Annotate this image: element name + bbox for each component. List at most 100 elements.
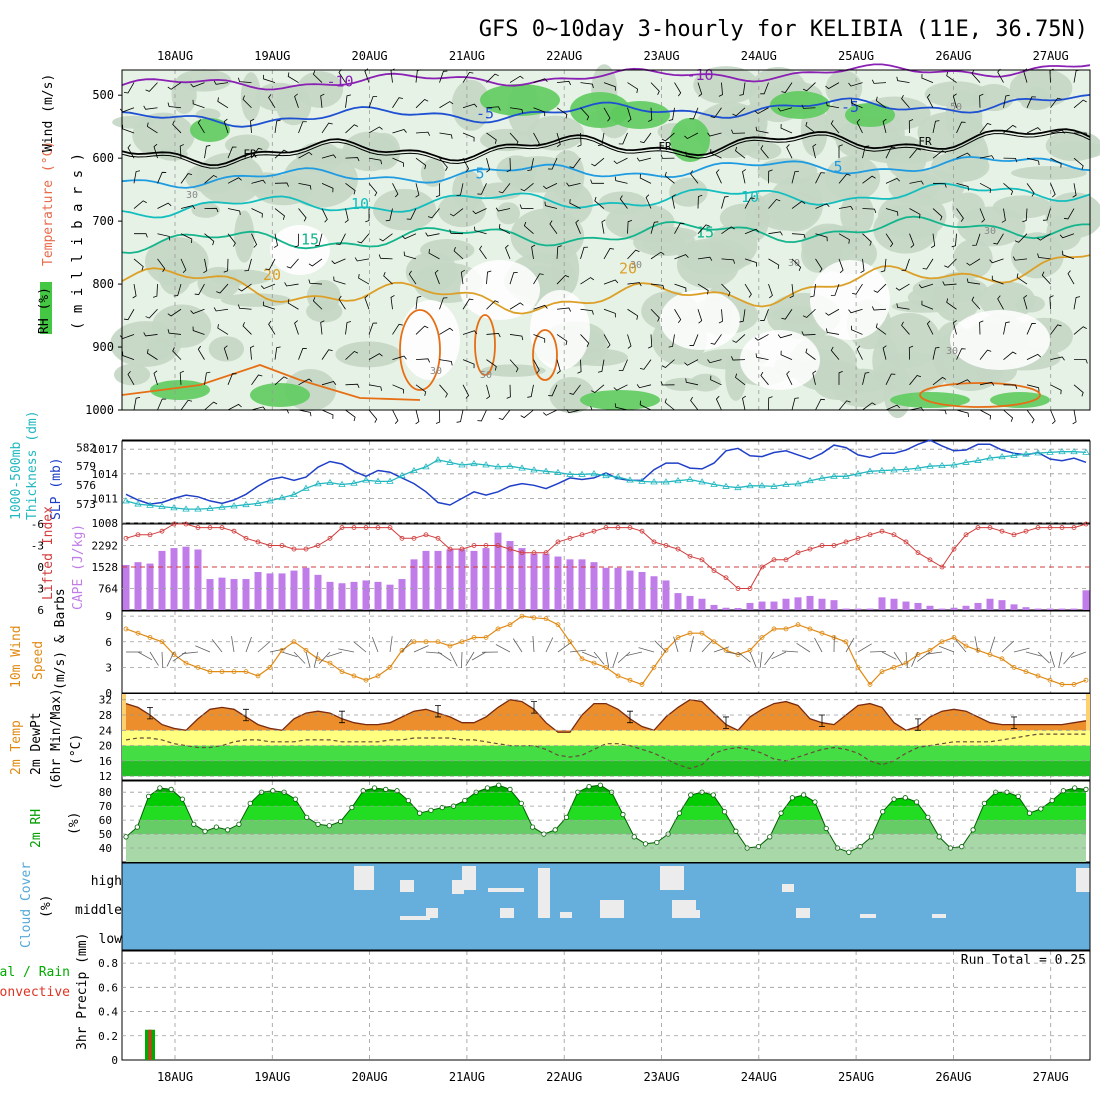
wind-speed-point xyxy=(339,669,345,675)
upper-wind-barb xyxy=(851,325,863,335)
rh-point xyxy=(292,796,299,802)
upper-wind-barb xyxy=(697,256,713,261)
rh-point xyxy=(213,824,219,830)
upper-wind-barb xyxy=(768,396,773,411)
upper-wind-barb xyxy=(486,270,492,285)
wind10m-barb xyxy=(689,636,694,653)
upper-wind-barb xyxy=(133,200,147,209)
rh-point xyxy=(1038,806,1044,812)
upper-wind-barb xyxy=(312,297,323,310)
wind10m-label: 10m Wind xyxy=(9,625,24,688)
lifted-index-label: Lifted Index xyxy=(41,506,56,600)
rh-blob xyxy=(513,174,535,187)
upper-wind-barb xyxy=(860,258,865,274)
li-point xyxy=(1047,525,1053,530)
wind10m-barb xyxy=(737,651,751,663)
upper-wind-barb xyxy=(520,183,534,192)
wind-panel-border xyxy=(121,610,1091,694)
cape-bar xyxy=(434,550,442,610)
upper-wind-barb xyxy=(966,278,981,285)
wind-speed-point xyxy=(1011,664,1017,670)
upper-wind-barb xyxy=(862,145,870,159)
upper-wind-barb xyxy=(603,82,616,91)
rh-blob xyxy=(825,155,881,201)
rh-contour-label: 30 xyxy=(788,258,800,269)
upper-wind-barb xyxy=(1003,124,1017,134)
li-point xyxy=(687,553,693,559)
pressure-tick: 700 xyxy=(92,214,114,228)
upper-wind-barb xyxy=(1067,270,1075,285)
rh-point xyxy=(405,797,411,804)
upper-wind-barb xyxy=(415,295,422,310)
top-date-label: 23AUG xyxy=(643,49,679,63)
isotherm-label: 10 xyxy=(351,195,369,213)
rh-point xyxy=(1015,793,1021,799)
rh-point xyxy=(304,814,310,820)
wind-speed-point xyxy=(783,626,789,632)
upper-wind-barb xyxy=(875,96,887,109)
upper-wind-barb xyxy=(918,283,934,289)
upper-wind-barb xyxy=(569,384,581,395)
thickness-point xyxy=(746,482,754,489)
upper-wind-barb xyxy=(172,347,182,360)
cape-bar xyxy=(134,562,142,610)
isotherm-label: -5 xyxy=(476,105,494,123)
upper-wind-barb xyxy=(216,283,229,294)
upper-wind-barb xyxy=(1073,296,1081,310)
temp-tick: 20 xyxy=(99,740,112,753)
upper-wind-barb xyxy=(435,183,441,198)
upper-wind-barb xyxy=(648,334,653,349)
rh-blob xyxy=(496,202,520,225)
thickness-line xyxy=(125,451,1087,510)
upper-wind-barb xyxy=(119,334,135,340)
upper-wind-barb xyxy=(1062,250,1075,260)
rh-tick: 70 xyxy=(99,800,112,813)
upper-wind-barb xyxy=(1026,353,1041,360)
wind10m-barb xyxy=(759,651,763,668)
upper-wind-barb xyxy=(932,346,940,360)
li-point xyxy=(279,543,285,548)
thickness-point xyxy=(818,474,826,481)
upper-wind-barb xyxy=(286,258,299,269)
upper-wind-barb xyxy=(287,72,299,83)
slp-tick: 1011 xyxy=(92,492,119,505)
li-point xyxy=(531,550,537,556)
minmax-bar xyxy=(339,710,345,724)
upper-wind-barb xyxy=(715,169,722,184)
upper-wind-barb xyxy=(901,94,910,109)
upper-wind-barb xyxy=(204,371,211,385)
upper-wind-barb xyxy=(932,120,940,134)
upper-wind-barb xyxy=(926,320,934,335)
cape-bar xyxy=(794,597,802,610)
upper-wind-barb xyxy=(697,309,703,324)
thickness-point xyxy=(146,501,154,508)
upper-wind-barb xyxy=(486,158,491,173)
minmax-bar xyxy=(819,714,825,727)
rh-point xyxy=(349,804,355,811)
rh-point xyxy=(676,810,683,816)
top-date-label: 25AUG xyxy=(838,49,874,63)
cape-bar xyxy=(458,549,466,610)
upper-wind-barb xyxy=(760,371,769,386)
cape-bar xyxy=(578,559,586,610)
cape-bar xyxy=(206,579,214,610)
li-point xyxy=(735,586,741,591)
wind-speed-point xyxy=(507,622,513,628)
upper-wind-barb xyxy=(392,157,404,167)
wind10m-barb xyxy=(465,651,475,666)
thickness-point xyxy=(374,477,382,484)
rh-blob xyxy=(156,147,188,161)
upper-wind-barb xyxy=(298,348,307,360)
rh-blob xyxy=(335,341,401,368)
rh-point xyxy=(1060,788,1067,794)
cape-bar xyxy=(590,562,598,610)
upper-wind-barb xyxy=(812,143,817,159)
thickness-unit-label: Thickness (dm) xyxy=(25,410,40,520)
upper-wind-barb xyxy=(781,82,793,93)
upper-wind-barb xyxy=(435,409,441,424)
upper-wind-barb xyxy=(921,74,934,83)
upper-wind-barb xyxy=(661,359,675,369)
upper-wind-barb xyxy=(392,129,407,134)
cloud-cell xyxy=(560,912,572,918)
wind-speed-point xyxy=(843,639,849,645)
